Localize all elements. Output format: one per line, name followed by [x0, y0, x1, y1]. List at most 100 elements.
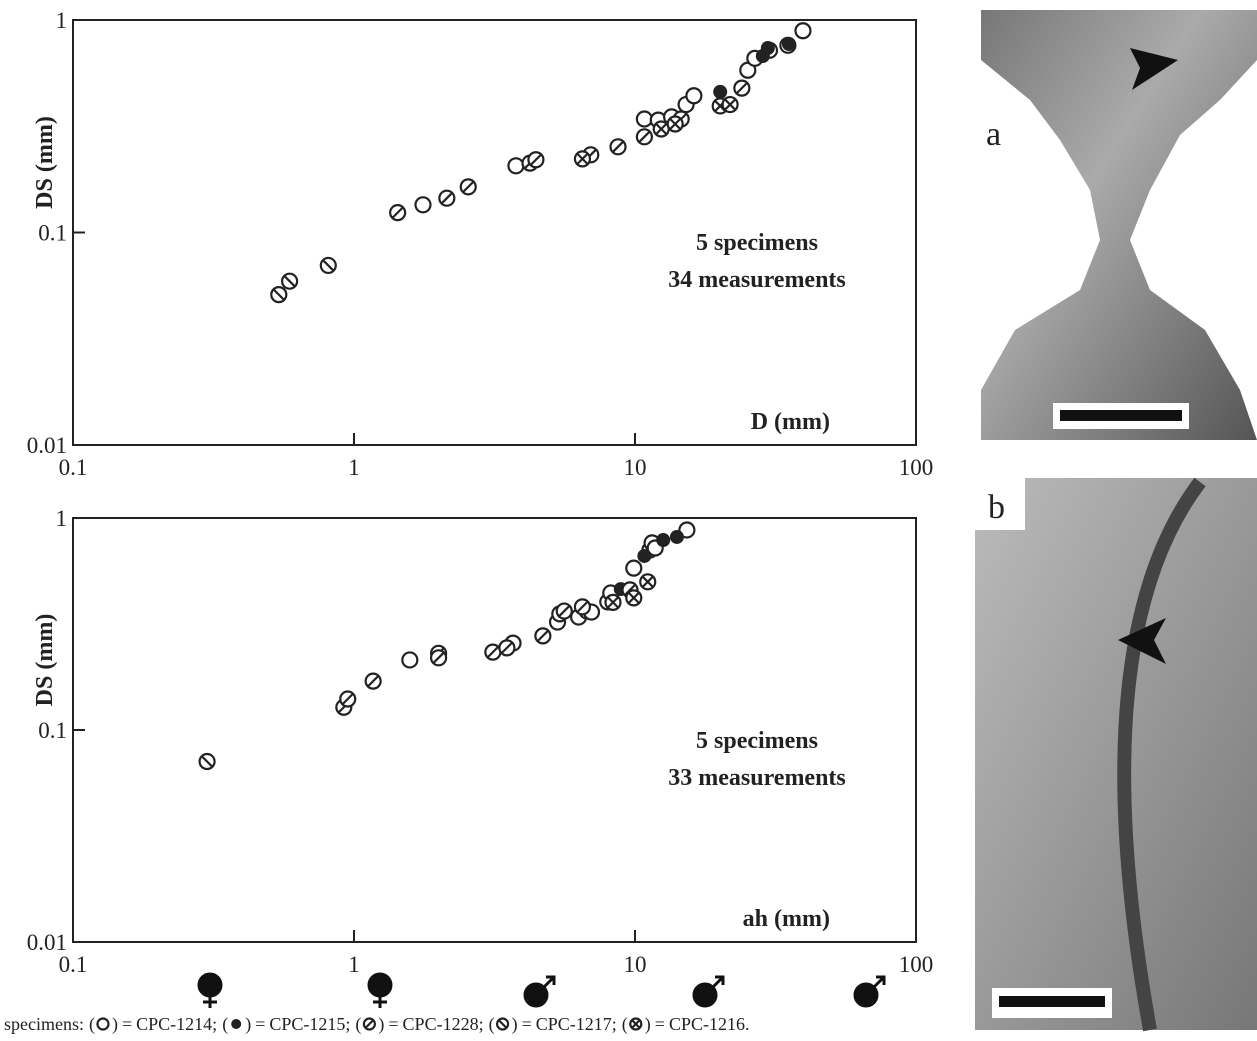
- marker-shape: [391, 206, 404, 219]
- data-point: [414, 196, 432, 214]
- x-axis-label: ah (mm): [743, 906, 830, 932]
- marker-shape: [536, 629, 549, 642]
- label-bg: [975, 478, 1025, 530]
- sex-symbols: [197, 972, 886, 1008]
- data-point: [573, 150, 592, 168]
- marker-shape: [341, 692, 354, 706]
- legend-punct: =: [655, 1014, 665, 1034]
- x-axis-label: D (mm): [751, 409, 830, 435]
- arrowhead: [1130, 48, 1178, 90]
- data-point: [713, 84, 728, 99]
- photo-b: [975, 478, 1257, 1030]
- marker-shape: [641, 575, 654, 588]
- data-point: [656, 533, 671, 548]
- marker-shape: [611, 140, 625, 153]
- marker-shape: [364, 1019, 375, 1029]
- marker-shape: [201, 755, 214, 768]
- data-point: [604, 593, 622, 611]
- panel-label: b: [988, 489, 1005, 526]
- data-point: [339, 690, 357, 708]
- marker-shape: [401, 651, 419, 669]
- data-point: [534, 627, 552, 645]
- marker-shape: [432, 651, 445, 664]
- marker-shape: [713, 84, 728, 99]
- legend-punct: (: [489, 1014, 495, 1035]
- legend-punct: ): [378, 1014, 384, 1035]
- data-point: [760, 41, 775, 56]
- y-axis-label: DS (mm): [32, 614, 58, 707]
- data-point: [669, 529, 684, 544]
- legend-punct: ): [245, 1014, 251, 1035]
- marker-shape: [637, 548, 652, 563]
- data-point: [635, 128, 653, 146]
- annotation: 5 specimens: [696, 230, 818, 256]
- data-point: [625, 589, 643, 607]
- data-point: [794, 22, 812, 40]
- marker-shape: [322, 259, 335, 272]
- data-point: [666, 115, 684, 133]
- legend-punct: =: [122, 1014, 132, 1034]
- marker-shape: [576, 600, 589, 613]
- data-point: [270, 286, 288, 304]
- legend-label: CPC-1216: [669, 1014, 745, 1034]
- x-tick-label: 0.1: [59, 952, 88, 977]
- photo-shell: [1117, 477, 1206, 1032]
- x-tick-label: 100: [899, 952, 934, 977]
- annotation: 33 measurements: [668, 765, 846, 791]
- data-point: [573, 598, 592, 616]
- legend-marker: [96, 1017, 110, 1031]
- x-tick-label: 0.1: [59, 455, 88, 480]
- data-point: [389, 204, 407, 222]
- marker-shape: [367, 675, 380, 688]
- y-tick-label: 0.1: [38, 221, 67, 246]
- legend-punct: ): [112, 1014, 118, 1035]
- data-point: [637, 548, 652, 563]
- marker-shape: [576, 152, 589, 165]
- marker-shape: [529, 153, 542, 166]
- marker-shape: [678, 521, 696, 539]
- data-point: [721, 95, 739, 114]
- data-point: [198, 752, 216, 771]
- legend-marker: [495, 1017, 510, 1031]
- legend-marker: [629, 1017, 643, 1031]
- marker-shape: [500, 641, 513, 654]
- legend-punct: (: [222, 1014, 228, 1035]
- data-point: [555, 602, 573, 620]
- marker-shape: [638, 130, 651, 143]
- marker-shape: [558, 605, 571, 618]
- legend-marker: [231, 1019, 242, 1029]
- y-tick-label: 0.01: [27, 433, 67, 458]
- data-point: [281, 272, 299, 290]
- scale-bar: [999, 996, 1105, 1007]
- marker-shape: [685, 87, 703, 105]
- marker-shape: [655, 122, 668, 136]
- legend-marker: [362, 1017, 376, 1031]
- legend-punct: (: [622, 1014, 628, 1035]
- data-point: [781, 37, 796, 52]
- marker-shape: [794, 22, 812, 40]
- x-tick-label: 100: [899, 455, 934, 480]
- marker-shape: [462, 180, 475, 193]
- marker-shape: [440, 192, 453, 205]
- legend-label: CPC-1228: [403, 1014, 479, 1034]
- scale-bar: [1060, 410, 1182, 421]
- photo-a: [981, 10, 1257, 440]
- x-tick-label: 1: [348, 952, 360, 977]
- legend-punct: =: [255, 1014, 265, 1034]
- marker-shape: [606, 596, 620, 609]
- data-point: [498, 639, 516, 657]
- data-point: [459, 178, 477, 196]
- legend-label: CPC-1217: [536, 1014, 612, 1034]
- legend-punct: .: [745, 1014, 750, 1034]
- marker-shape: [781, 37, 796, 52]
- data-point: [652, 120, 670, 138]
- data-point: [319, 256, 337, 275]
- data-point: [685, 87, 703, 105]
- marker-shape: [507, 157, 525, 175]
- panel-label: a: [986, 116, 1001, 153]
- legend-title: specimens:: [4, 1014, 84, 1034]
- legend-punct: (: [89, 1014, 95, 1035]
- data-point: [625, 559, 643, 577]
- y-axis-label: DS (mm): [32, 116, 58, 209]
